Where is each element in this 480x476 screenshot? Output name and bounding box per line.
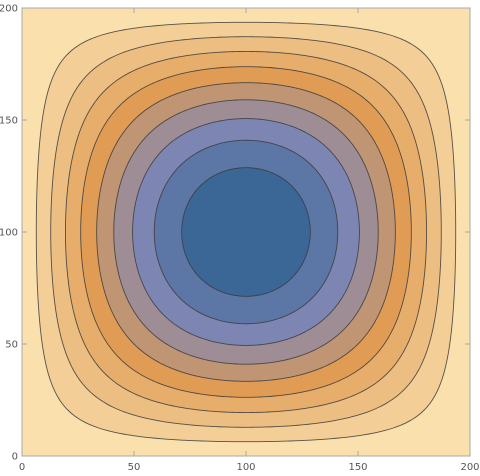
y-axis: 0 50 100 150 200 bbox=[0, 4, 470, 463]
contour-line-4 bbox=[80, 66, 412, 398]
contour-line-9 bbox=[181, 167, 311, 297]
contour-lines bbox=[35, 21, 457, 443]
contour-line-2 bbox=[50, 36, 442, 428]
x-tick-label-4: 200 bbox=[460, 462, 479, 473]
contour-line-3 bbox=[64, 50, 428, 414]
contour-line-5 bbox=[96, 82, 396, 382]
contour-line-8 bbox=[153, 139, 339, 325]
y-tick-label-2: 100 bbox=[0, 228, 18, 239]
x-tick-label-3: 150 bbox=[348, 462, 367, 473]
contour-bands bbox=[22, 8, 470, 456]
x-tick-label-1: 50 bbox=[128, 462, 141, 473]
x-axis: 0 50 100 150 200 bbox=[19, 8, 480, 473]
y-tick-label-0: 0 bbox=[12, 452, 18, 463]
x-tick-label-2: 100 bbox=[236, 462, 255, 473]
y-tick-label-3: 150 bbox=[0, 116, 18, 127]
contour-line-7 bbox=[132, 118, 360, 346]
contour-line-1 bbox=[35, 21, 457, 443]
y-tick-label-4: 200 bbox=[0, 4, 18, 15]
contour-band-9 bbox=[181, 167, 311, 297]
y-tick-label-1: 50 bbox=[5, 340, 18, 351]
x-tick-label-0: 0 bbox=[19, 462, 25, 473]
contour-line-6 bbox=[113, 99, 379, 365]
